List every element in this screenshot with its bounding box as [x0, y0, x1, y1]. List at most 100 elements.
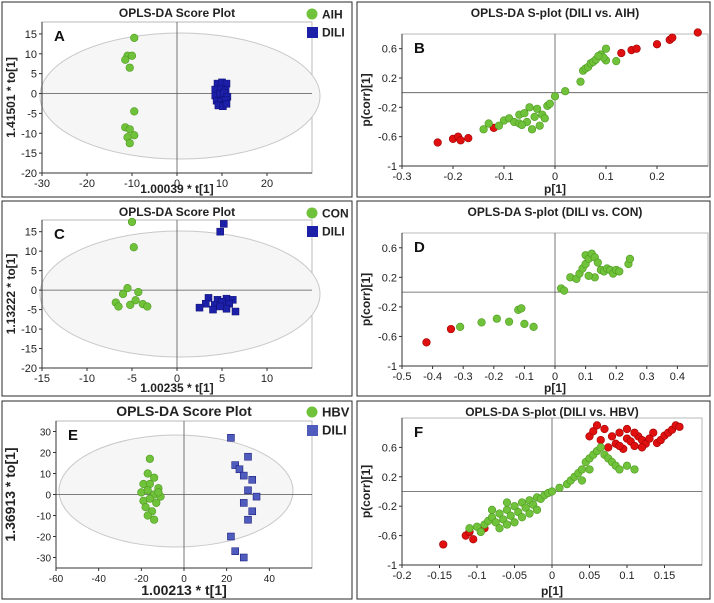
data-point: [131, 296, 140, 305]
x-tick-label: -0.3: [454, 371, 473, 383]
y-tick-label: 0.2: [382, 472, 397, 484]
panel-letter: A: [54, 28, 65, 45]
data-point: [152, 498, 161, 508]
x-tick-label: -20: [134, 574, 149, 585]
y-tick-label: -0.2: [378, 302, 397, 314]
data-point: [502, 520, 512, 529]
data-point: [125, 125, 134, 134]
x-tick-label: 40: [264, 574, 276, 585]
y-tick-label: -5: [27, 108, 37, 120]
data-point: [576, 77, 585, 86]
data-point: [506, 511, 515, 520]
y-tick-label: 0: [31, 285, 37, 297]
data-point: [668, 33, 677, 42]
y-tick-label: 5: [31, 69, 37, 81]
data-point: [600, 424, 609, 434]
data-point: [630, 465, 639, 474]
data-point: [517, 120, 526, 130]
data-point: [596, 435, 605, 445]
data-point: [601, 44, 611, 53]
data-point: [577, 476, 587, 485]
data-point: [675, 422, 684, 431]
legend: HBV DILI: [306, 405, 350, 438]
y-tick-label: -0.6: [378, 132, 397, 144]
y-tick-label: 0.2: [382, 272, 397, 284]
x-axis-label: p[1]: [544, 182, 566, 196]
y-tick-label: 0.6: [382, 243, 397, 255]
data-point: [505, 317, 514, 326]
data-point: [222, 305, 231, 313]
data-point: [607, 432, 617, 441]
legend-marker: [307, 226, 318, 237]
y-tick-label: 10: [25, 246, 37, 258]
data-point: [244, 452, 252, 461]
data-point: [476, 527, 485, 537]
x-tick-label: 0.1: [619, 570, 634, 582]
data-point: [645, 434, 654, 443]
y-axis-label: p(corr)[1]: [359, 73, 373, 126]
series-significant: [433, 28, 702, 147]
x-tick-label: -0.1: [495, 171, 514, 183]
x-tick-label: 5: [219, 373, 225, 385]
data-point: [491, 518, 500, 527]
legend-label: CON: [322, 207, 349, 221]
chart-title: OPLS-DA S-plot (DILI vs. CON): [468, 205, 643, 219]
legend-marker: [307, 425, 318, 436]
data-point: [143, 302, 152, 311]
data-point: [216, 302, 224, 311]
data-point: [517, 304, 526, 313]
series-AIH: [121, 33, 139, 148]
x-tick-label: -0.4: [423, 371, 442, 383]
data-point: [532, 505, 542, 514]
data-point: [130, 107, 139, 116]
y-axis-label: 1.41501 * to[1]: [4, 57, 18, 138]
y-tick-label: 15: [25, 29, 37, 41]
y-tick-label: -10: [37, 512, 52, 523]
data-point: [545, 99, 555, 108]
panel-E: -60 -40 -20 0 20 40 30 20 10 0 -10 -20 -30 OPLS-DA Sc…: [1, 400, 353, 600]
data-point: [477, 318, 486, 327]
data-point: [520, 109, 529, 118]
data-point: [525, 103, 534, 112]
panel-letter: B: [414, 40, 425, 57]
chart-title: OPLS-DA S-plot (DILI vs. AIH): [471, 6, 639, 20]
data-point: [125, 139, 134, 148]
legend-label: AIH: [322, 8, 343, 22]
data-point: [550, 92, 560, 101]
x-tick-label: -40: [91, 574, 106, 585]
data-point: [118, 289, 128, 299]
data-point: [604, 443, 613, 452]
y-tick-label: 30: [40, 428, 52, 439]
data-point: [527, 125, 537, 134]
data-point: [585, 465, 594, 474]
confidence-ellipse: [58, 434, 294, 548]
x-tick-label: 0.3: [639, 371, 654, 383]
x-tick-label: -0.15: [427, 570, 452, 582]
x-tick-label: 0.1: [578, 371, 593, 383]
data-point: [617, 48, 626, 58]
x-tick-label: 20: [261, 178, 273, 190]
data-point: [469, 535, 478, 544]
data-point: [446, 324, 456, 334]
data-point: [127, 217, 137, 227]
x-tick-label: 0.15: [654, 570, 675, 582]
y-tick-label: 0: [45, 491, 51, 502]
x-tick-label: -0.5: [393, 371, 412, 383]
series-HBV: [137, 454, 165, 524]
data-point: [584, 271, 593, 280]
data-point: [517, 513, 527, 522]
data-point: [239, 471, 248, 480]
data-point: [125, 63, 134, 72]
y-tick-label: -20: [37, 533, 52, 544]
y-tick-label: -0.6: [378, 531, 397, 543]
x-tick-label: 0.1: [598, 171, 613, 183]
data-point: [143, 486, 152, 495]
data-point: [143, 469, 152, 478]
y-tick-label: -20: [21, 363, 37, 375]
data-point: [492, 314, 501, 323]
x-tick-label: -0.2: [444, 171, 463, 183]
chart-title: OPLS-DA Score Plot: [119, 205, 235, 219]
x-tick-label: -0.1: [515, 371, 534, 383]
